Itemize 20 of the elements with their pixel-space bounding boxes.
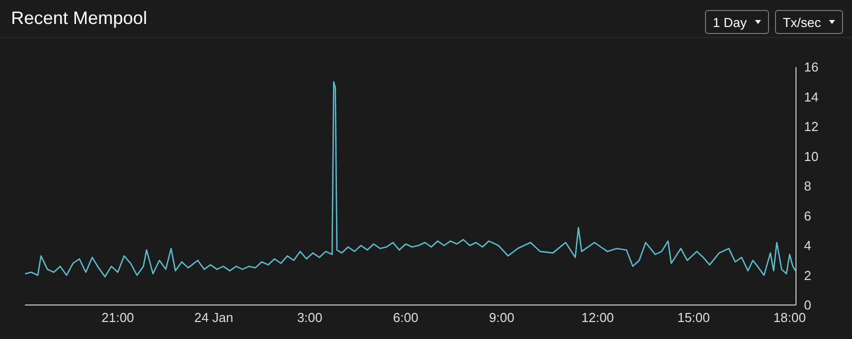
x-tick-label: 15:00 — [677, 310, 710, 326]
text: 1 Day — [712, 14, 747, 30]
y-tick-label: 0 — [804, 298, 812, 313]
x-tick-label: 3:00 — [297, 310, 322, 326]
x-tick-label: 12:00 — [581, 310, 614, 326]
y-tick-label: 2 — [804, 268, 812, 283]
x-tick-label: 21:00 — [102, 310, 134, 326]
x-tick-label: 9:00 — [489, 310, 514, 326]
x-tick-label: 18:00 — [773, 310, 806, 326]
text: Tx/sec — [782, 14, 821, 30]
x-tick-label: 24 Jan — [194, 310, 234, 326]
x-tick-label: 6:00 — [393, 310, 418, 326]
y-tick-label: 16 — [804, 60, 818, 75]
y-tick-label: 14 — [804, 89, 818, 104]
y-tick-label: 8 — [804, 178, 812, 194]
y-tick-label: 12 — [804, 119, 818, 134]
y-tick-label: 6 — [804, 208, 812, 224]
y-tick-label: 4 — [804, 238, 812, 254]
y-tick-label: 10 — [804, 148, 818, 164]
chart-title: Recent Mempool — [11, 8, 148, 29]
